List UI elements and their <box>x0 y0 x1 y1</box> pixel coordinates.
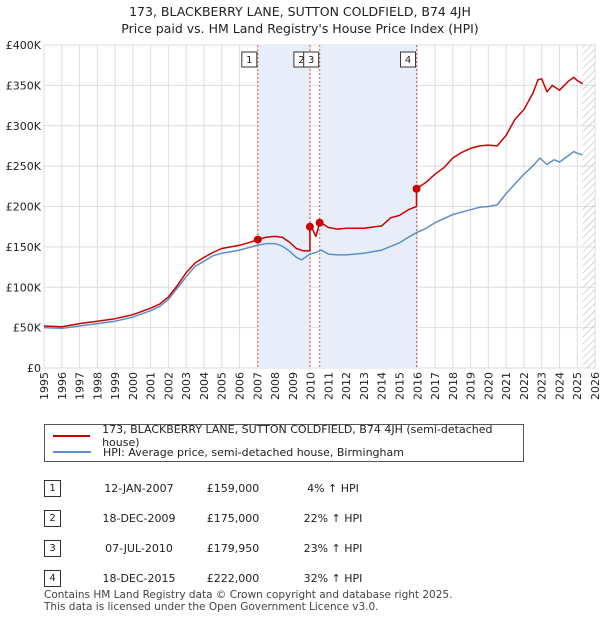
sale-point-1 <box>253 235 262 244</box>
sale-point-2 <box>305 222 314 231</box>
title-line-2: Price paid vs. HM Land Registry's House … <box>121 21 479 36</box>
x-tick-label: 2008 <box>269 372 282 400</box>
table-row: 2 18-DEC-2009 £175,000 22% ↑ HPI <box>44 503 388 533</box>
x-tick-label: 2021 <box>500 372 513 400</box>
x-tick-label: 2023 <box>536 372 549 400</box>
table-row: 4 18-DEC-2015 £222,000 32% ↑ HPI <box>44 563 388 593</box>
marker-label-1: 1 <box>246 55 252 66</box>
transaction-date: 12-JAN-2007 <box>104 481 174 495</box>
sale-point-4 <box>412 184 421 193</box>
transaction-number-badge: 3 <box>44 539 61 557</box>
x-tick-label: 2025 <box>571 372 584 400</box>
x-tick-label: 2018 <box>447 372 460 400</box>
legend-item-hpi: HPI: Average price, semi-detached house,… <box>53 444 404 460</box>
y-tick-label: £100K <box>6 281 42 294</box>
hpi-line <box>43 150 583 330</box>
shaded-span <box>319 45 417 368</box>
x-tick-label: 2022 <box>518 372 531 400</box>
y-tick-label: £200K <box>6 201 42 214</box>
marker-box-3 <box>303 51 320 68</box>
marker-label-2: 2 <box>298 55 304 66</box>
x-tick-label: 2020 <box>482 372 495 400</box>
transaction-date: 07-JUL-2010 <box>105 541 173 555</box>
y-tick-label: £400K <box>6 39 42 52</box>
footer: Contains HM Land Registry data © Crown c… <box>44 589 452 613</box>
y-tick-label: £300K <box>6 120 42 133</box>
transaction-hpi-change: 32% ↑ HPI <box>303 571 363 585</box>
x-tick-label: 2005 <box>216 372 229 400</box>
transaction-date: 18-DEC-2009 <box>102 511 176 525</box>
marker-box-4 <box>400 51 417 68</box>
x-tick-label: 2017 <box>429 372 442 400</box>
legend-label-property: 173, BLACKBERRY LANE, SUTTON COLDFIELD, … <box>102 423 493 449</box>
x-tick-label: 2016 <box>411 372 424 400</box>
marker-label-3: 3 <box>308 55 314 66</box>
shaded-span <box>257 45 310 368</box>
x-tick-label: 2019 <box>465 372 478 400</box>
transaction-number-badge: 4 <box>44 569 61 587</box>
transaction-price: £222,000 <box>206 571 260 585</box>
y-tick-label: £350K <box>6 79 42 92</box>
transaction-price: £159,000 <box>206 481 260 495</box>
x-tick-label: 1996 <box>56 372 69 400</box>
marker-box-1 <box>241 51 258 68</box>
x-tick-label: 2011 <box>322 372 335 400</box>
y-tick-label: £150K <box>6 241 42 254</box>
x-tick-label: 2013 <box>358 372 371 400</box>
y-tick-label: £250K <box>6 160 42 173</box>
x-tick-label: 2015 <box>393 372 406 400</box>
transactions-table: 1 12-JAN-2007 £159,000 4% ↑ HPI 2 18-DEC-2009… <box>44 473 388 593</box>
legend-line-hpi <box>53 451 91 453</box>
x-tick-label: 2006 <box>234 372 247 400</box>
legend-label-hpi: HPI: Average price, semi-detached house,… <box>103 445 404 459</box>
x-tick-label: 1995 <box>38 372 51 400</box>
legend-item-property: 173, BLACKBERRY LANE, SUTTON COLDFIELD, … <box>53 423 523 449</box>
y-tick-label: £0 <box>27 362 41 375</box>
transaction-number-badge: 1 <box>44 479 61 497</box>
transaction-hpi-change: 23% ↑ HPI <box>303 541 363 555</box>
x-tick-label: 1999 <box>109 372 122 400</box>
legend-line-property <box>53 435 91 437</box>
transaction-date: 18-DEC-2015 <box>102 571 176 585</box>
sale-point-3 <box>315 218 324 227</box>
transaction-price: £175,000 <box>206 511 260 525</box>
x-tick-label: 2024 <box>553 372 566 400</box>
x-tick-label: 2009 <box>287 372 300 400</box>
marker-label-4: 4 <box>405 55 411 66</box>
x-tick-label: 2007 <box>251 372 264 400</box>
footer-line-2: This data is licensed under the Open Gov… <box>44 601 379 613</box>
x-tick-label: 1998 <box>91 372 104 400</box>
x-tick-label: 1997 <box>74 372 87 400</box>
property-price-line <box>43 76 583 328</box>
x-tick-label: 2002 <box>162 372 175 400</box>
table-row: 1 12-JAN-2007 £159,000 4% ↑ HPI <box>44 473 388 503</box>
y-tick-label: £50K <box>13 322 42 335</box>
hatched-region <box>582 45 595 368</box>
x-tick-label: 2000 <box>127 372 140 400</box>
x-tick-label: 2001 <box>145 372 158 400</box>
x-tick-label: 2026 <box>589 372 600 400</box>
transaction-hpi-change: 22% ↑ HPI <box>303 511 363 525</box>
chart-title: 173, BLACKBERRY LANE, SUTTON COLDFIELD, … <box>0 3 600 37</box>
legend: 173, BLACKBERRY LANE, SUTTON COLDFIELD, … <box>44 423 524 462</box>
transaction-hpi-change: 4% ↑ HPI <box>307 481 359 495</box>
x-tick-label: 2004 <box>198 372 211 400</box>
transaction-number-badge: 2 <box>44 509 61 527</box>
footer-line-1: Contains HM Land Registry data © Crown c… <box>44 589 453 601</box>
table-row: 3 07-JUL-2010 £179,950 23% ↑ HPI <box>44 533 388 563</box>
x-tick-label: 2010 <box>305 372 318 400</box>
transaction-price: £179,950 <box>206 541 260 555</box>
x-tick-label: 2012 <box>340 372 353 400</box>
x-tick-label: 2003 <box>180 372 193 400</box>
x-tick-label: 2014 <box>376 372 389 400</box>
title-line-1: 173, BLACKBERRY LANE, SUTTON COLDFIELD, … <box>129 4 471 19</box>
